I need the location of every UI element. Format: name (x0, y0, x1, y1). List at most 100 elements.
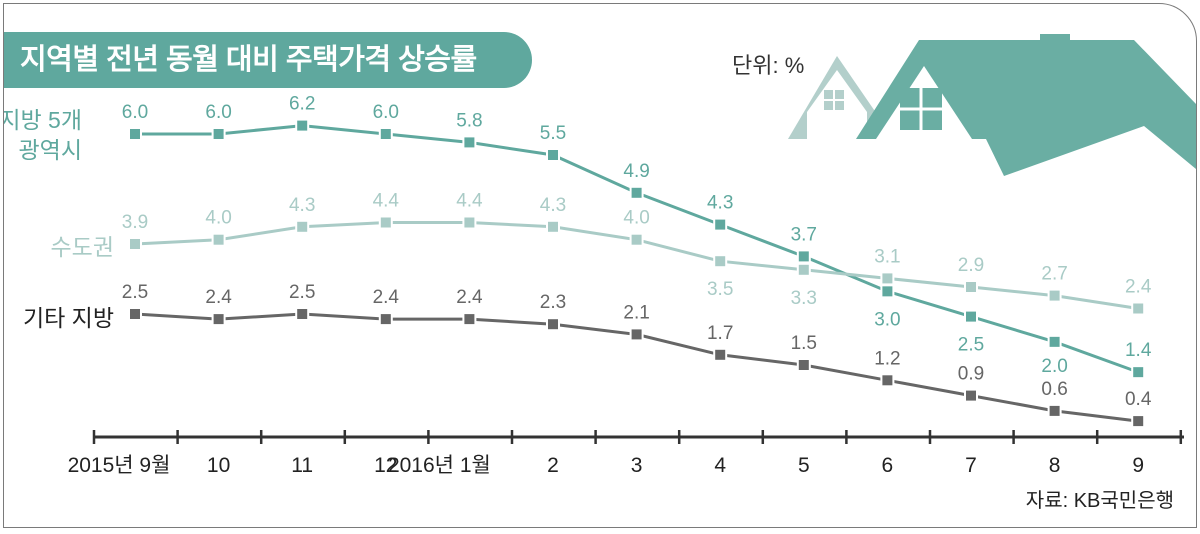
data-label: 5.5 (540, 123, 566, 144)
x-tick-label: 2 (547, 454, 559, 477)
data-label: 1.5 (791, 333, 817, 354)
x-tick-label: 8 (1049, 454, 1061, 477)
data-label: 3.1 (874, 246, 900, 267)
data-label: 1.4 (1125, 340, 1152, 361)
data-point (128, 237, 142, 251)
x-tick-label: 4 (714, 454, 726, 477)
series-name: 수도권 (51, 234, 114, 260)
data-label: 1.7 (707, 323, 733, 344)
data-label: 2.5 (289, 282, 315, 303)
data-label: 3.5 (707, 279, 733, 300)
data-label: 0.9 (958, 364, 984, 385)
data-point (629, 327, 644, 342)
data-label: 2.7 (1041, 264, 1067, 285)
data-label: 6.0 (122, 102, 148, 123)
data-point (880, 271, 895, 286)
data-point (546, 317, 560, 332)
x-tick-label: 9 (1132, 454, 1144, 477)
data-point (546, 148, 560, 162)
series-name: 광역시 (19, 137, 82, 163)
data-point (713, 347, 728, 362)
data-label: 6.0 (205, 102, 231, 123)
x-tick-label: 5 (798, 454, 810, 477)
data-point (462, 312, 477, 327)
data-point (1047, 334, 1062, 349)
data-label: 2.4 (205, 287, 232, 308)
data-label: 0.6 (1041, 379, 1067, 400)
data-label: 3.3 (791, 288, 817, 309)
data-label: 2.3 (540, 292, 566, 313)
data-point (880, 284, 895, 299)
data-point (378, 312, 393, 327)
data-point (1047, 403, 1062, 418)
data-point (880, 373, 895, 388)
data-point (462, 215, 477, 230)
data-point (796, 262, 811, 277)
data-label: 4.4 (456, 191, 483, 212)
data-label: 3.9 (122, 212, 148, 233)
data-point (796, 249, 811, 264)
x-tick-label: 3 (631, 454, 643, 477)
x-tick-label: 11 (291, 454, 313, 477)
data-label: 2.4 (456, 287, 483, 308)
data-label: 2.5 (958, 335, 984, 356)
data-point (629, 185, 644, 200)
data-point (964, 388, 978, 403)
data-label: 2.5 (122, 282, 148, 303)
data-label: 4.3 (540, 195, 566, 216)
data-point (964, 280, 978, 294)
data-label: 4.4 (373, 191, 400, 212)
data-point (211, 127, 226, 141)
data-point (378, 215, 393, 230)
data-label: 6.0 (373, 102, 399, 123)
data-label: 4.0 (623, 208, 649, 229)
data-point (1047, 288, 1062, 303)
data-point (128, 307, 142, 321)
data-point (295, 219, 310, 234)
data-point (1131, 301, 1146, 316)
data-point (378, 127, 393, 141)
data-point (713, 217, 728, 232)
data-label: 2.1 (623, 302, 649, 323)
data-label: 4.9 (623, 161, 649, 182)
data-label: 6.2 (289, 94, 315, 115)
data-label: 4.0 (205, 208, 231, 229)
data-label: 1.2 (874, 348, 900, 369)
unit-label: 단위: % (732, 53, 805, 78)
data-point (211, 232, 226, 247)
x-tick-label: 2015년 9월 (68, 454, 171, 477)
data-label: 2.0 (1041, 356, 1067, 377)
data-label: 2.4 (1125, 277, 1152, 298)
data-point (462, 135, 477, 150)
data-point (964, 309, 978, 324)
data-point (211, 312, 226, 327)
data-label: 4.3 (289, 195, 315, 216)
data-label: 4.3 (707, 193, 733, 214)
data-point (713, 254, 728, 269)
x-tick-label: 7 (965, 454, 977, 477)
x-tick-label: 10 (207, 454, 230, 477)
chart-frame: 지역별 전년 동월 대비 주택가격 상승률 단위: % 2015년 9월 10 11… (3, 3, 1197, 528)
data-label: 2.4 (373, 287, 400, 308)
chart-title: 지역별 전년 동월 대비 주택가격 상승률 (4, 32, 532, 88)
series-name: 지방 5개 (4, 107, 82, 133)
data-point (295, 118, 310, 133)
data-point (128, 127, 142, 141)
data-point (629, 232, 644, 247)
x-tick-label: 6 (882, 454, 894, 477)
data-point (796, 358, 811, 372)
house-icon (788, 34, 1196, 176)
data-point (1131, 365, 1146, 380)
data-point (546, 219, 560, 234)
data-point (1131, 414, 1146, 429)
data-label: 0.4 (1125, 389, 1152, 410)
x-tick-label: 12 (374, 454, 397, 477)
data-label: 3.0 (874, 309, 900, 330)
data-label: 5.8 (456, 110, 482, 131)
data-label: 2.9 (958, 255, 984, 276)
series-name: 기타 지방 (23, 305, 114, 331)
source-note: 자료: KB국민은행 (1025, 490, 1174, 512)
data-point (295, 307, 310, 321)
data-label: 3.7 (791, 224, 817, 245)
